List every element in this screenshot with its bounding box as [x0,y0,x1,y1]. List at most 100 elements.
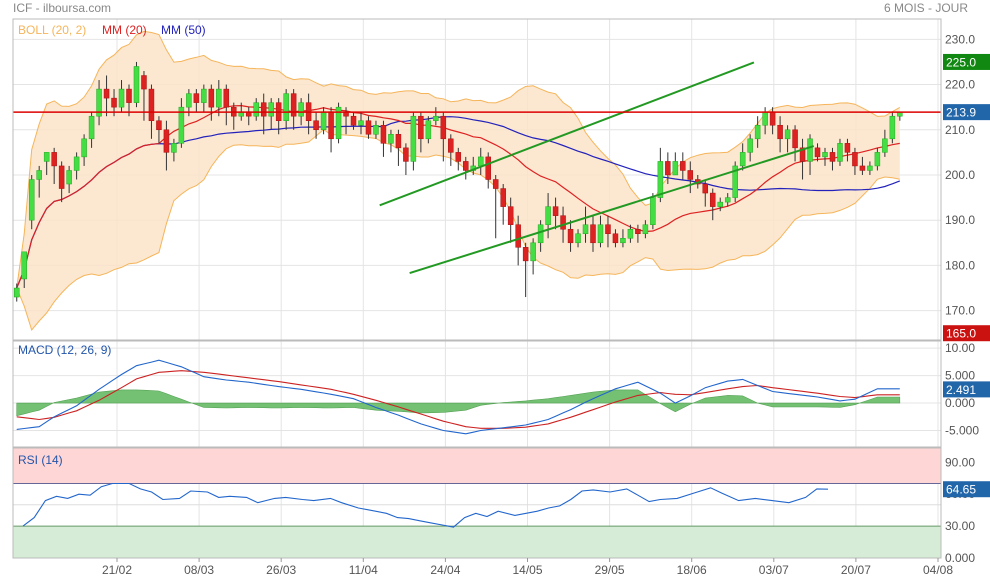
candle [620,229,626,248]
candle-body [448,138,454,153]
candle [515,215,521,266]
candle [672,152,679,176]
candle [126,84,132,117]
rsi-line [22,482,829,528]
candle-body [560,215,566,230]
candle [403,143,409,175]
price-marker-label: 165.0 [946,327,976,341]
candle-body [410,115,417,162]
candle-body [133,66,140,103]
candle [66,165,72,194]
candle [328,107,334,153]
candle-body [365,120,372,135]
candle-body [867,165,873,171]
price-tick-label: 220.0 [945,78,975,92]
candle [373,120,379,139]
candle [448,134,454,166]
price-tick-label: 230.0 [945,32,975,46]
macd-tick-label: 5.000 [945,369,975,383]
candle [268,98,274,130]
x-tick-label: 29/05 [595,563,625,577]
rsi-tick-label: 30.00 [945,519,975,533]
candle-body [777,124,783,140]
candle-body [575,233,581,244]
candle [418,111,424,153]
candle [28,174,35,230]
candle-body [537,224,544,244]
price-marker-label: 213.9 [946,106,976,120]
candle [777,116,783,153]
macd-tick-label: 0.000 [945,396,975,410]
candle [717,197,723,212]
macd-line [16,359,900,435]
x-tick-label: 21/02 [102,563,132,577]
candle-body [844,143,851,153]
candle [433,107,439,126]
candle [687,161,694,194]
macd-marker-box [943,381,990,398]
candle-body [201,88,207,103]
candle-body [388,134,394,144]
candle [747,134,753,162]
candle [58,161,65,203]
candle-body [58,165,65,189]
candle-body [665,161,671,176]
price-tick-label: 170.0 [945,304,975,318]
candle [283,89,289,130]
macd-marker-label: 2.491 [946,383,976,397]
candle [96,80,102,126]
candle [410,111,417,171]
candle-body [320,111,327,131]
panel-frame [12,18,942,341]
candle [455,147,462,171]
candle-body [395,134,402,149]
candle-body [784,129,791,140]
candle [335,102,342,144]
candle-body [530,242,536,262]
candle-body [156,120,162,131]
price-tick-label: 200.0 [945,168,975,182]
candle [358,111,364,135]
candle [223,84,230,126]
candle-body [283,93,289,121]
x-tick-label: 11/04 [349,563,378,577]
candle-body [635,228,641,235]
candle-body [28,179,35,221]
candles [13,61,903,302]
candle [118,80,125,112]
candle [874,147,881,171]
candle-body [747,138,753,153]
x-tick-label: 08/03 [184,563,214,577]
candle-body [111,97,117,108]
candle [567,220,574,252]
candle [350,111,357,130]
chart-source-title: ICF - ilboursa.com [13,1,112,15]
macd-signal-line [16,370,900,429]
candle-body [672,161,679,176]
candle [859,156,866,175]
candle [88,111,95,148]
price-tick-label: 180.0 [945,258,975,272]
candle-body [290,93,297,117]
rsi-overbought-zone [13,448,941,484]
candle-body [51,152,57,167]
candle-body [298,102,304,117]
x-tick-label: 18/06 [677,563,707,577]
candle-body [687,170,694,180]
price-tick-label: 190.0 [945,213,975,227]
candle-body [216,88,222,108]
rsi-legend: RSI (14) [18,453,63,467]
candle [492,174,499,239]
price-marker-box [943,104,990,121]
candle [395,129,402,166]
candle [253,98,259,121]
candle-body [171,143,177,153]
candle-body [769,111,776,126]
candle [807,134,813,175]
candle [829,147,836,171]
candle-body [522,247,529,262]
candle-body [642,224,649,235]
candle-body [582,224,589,235]
candle [597,215,604,248]
candle-body [141,75,147,90]
